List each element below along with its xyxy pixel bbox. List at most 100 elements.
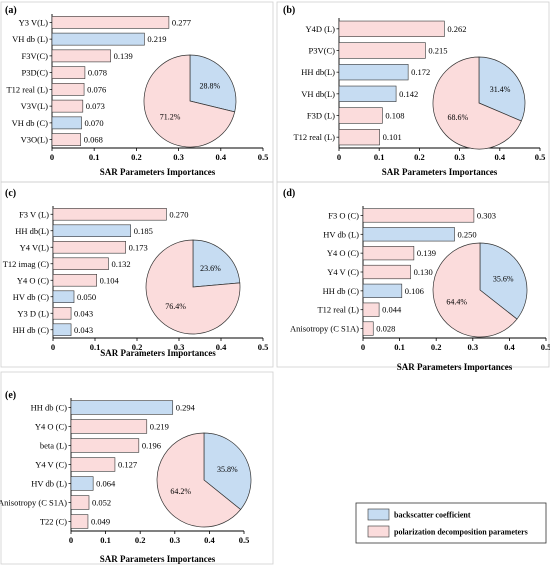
bar-category-label: HH db (C) bbox=[13, 325, 50, 335]
bar-polarization bbox=[52, 208, 167, 221]
bar-polarization bbox=[51, 83, 85, 96]
x-axis-title: SAR Parameters Importances bbox=[100, 167, 216, 177]
legend-label: backscatter coefficient bbox=[394, 511, 471, 520]
x-tick-label: 0.5 bbox=[535, 152, 546, 162]
bar-category-label: Y4 V (C) bbox=[35, 460, 67, 470]
bar-value-label: 0.073 bbox=[86, 101, 105, 111]
x-tick-label: 0.3 bbox=[169, 535, 180, 545]
bar-value-label: 0.185 bbox=[134, 226, 153, 236]
bar-value-label: 0.215 bbox=[428, 46, 447, 56]
bar-polarization bbox=[52, 307, 72, 320]
pie-slice-polarization bbox=[143, 54, 236, 148]
bar-value-label: 0.043 bbox=[74, 308, 93, 318]
bar-value-label: 0.196 bbox=[142, 441, 161, 451]
bar-value-label: 0.043 bbox=[74, 325, 93, 335]
bar-category-label: Y4 O (C) bbox=[327, 248, 359, 258]
bar-polarization bbox=[362, 264, 411, 280]
bar-backscatter bbox=[362, 283, 403, 298]
pie-slice-label: 23.6% bbox=[200, 264, 221, 273]
bar-category-label: HV db (L) bbox=[31, 479, 67, 489]
bar-backscatter bbox=[52, 323, 72, 336]
bar-value-label: 0.172 bbox=[411, 67, 430, 77]
bar-value-label: 0.108 bbox=[385, 111, 404, 121]
bar-value-label: 0.250 bbox=[458, 229, 477, 239]
x-tick-label: 0.4 bbox=[504, 342, 515, 352]
bar-polarization bbox=[362, 246, 415, 261]
bar-backscatter bbox=[52, 290, 75, 303]
legend-swatch-backscatter bbox=[367, 508, 390, 521]
bar-polarization bbox=[51, 16, 170, 29]
bar-value-label: 0.076 bbox=[87, 84, 106, 94]
panel-frame bbox=[0, 371, 274, 565]
bar-backscatter bbox=[51, 116, 82, 130]
bar-value-label: 0.142 bbox=[399, 89, 418, 99]
bar-category-label: Anisotropy (C S1A) bbox=[0, 498, 67, 508]
bar-category-label: HH db (C) bbox=[323, 286, 360, 296]
x-tick-label: 0.5 bbox=[258, 152, 269, 162]
bar-backscatter bbox=[70, 476, 94, 491]
bar-category-label: VH db (C) bbox=[12, 118, 49, 128]
bar-category-label: V3O(L) bbox=[21, 135, 49, 145]
bar-value-label: 0.049 bbox=[91, 517, 110, 527]
bar-category-label: VH db (L) bbox=[12, 34, 48, 44]
bar-value-label: 0.106 bbox=[405, 286, 424, 296]
x-axis-title: SAR Parameters Importances bbox=[100, 554, 216, 564]
bar-category-label: HH db(L) bbox=[15, 226, 49, 236]
bar-value-label: 0.303 bbox=[477, 210, 496, 220]
panel-label: (d) bbox=[283, 188, 295, 199]
bar-category-label: HV db (C) bbox=[13, 292, 49, 302]
bar-category-label: T12 real (L) bbox=[293, 132, 335, 142]
x-tick-label: 0.3 bbox=[174, 342, 185, 352]
bar-backscatter bbox=[52, 224, 131, 237]
pie-slice-label: 28.8% bbox=[200, 81, 221, 90]
bar-category-label: F3 O (C) bbox=[328, 210, 359, 220]
bar-value-label: 0.104 bbox=[100, 275, 120, 285]
panel-frame bbox=[0, 181, 274, 368]
panel-label: (e) bbox=[5, 390, 16, 401]
bar-category-label: P3V(C) bbox=[309, 46, 336, 56]
bar-value-label: 0.052 bbox=[92, 498, 111, 508]
x-tick-label: 0 bbox=[50, 152, 54, 162]
bar-polarization bbox=[70, 438, 140, 453]
pie-slice-label: 64.2% bbox=[170, 487, 191, 496]
x-tick-label: 0.1 bbox=[90, 342, 101, 352]
bar-value-label: 0.219 bbox=[147, 34, 166, 44]
bar-category-label: HH db (C) bbox=[31, 403, 68, 413]
bar-value-label: 0.139 bbox=[114, 51, 133, 61]
legend-swatch-polarization bbox=[367, 525, 390, 538]
x-tick-label: 0.2 bbox=[414, 152, 425, 162]
bar-polarization bbox=[51, 49, 111, 63]
pie-slice-backscatter bbox=[203, 432, 252, 510]
bar-value-label: 0.070 bbox=[85, 118, 104, 128]
pie-slice-polarization bbox=[432, 56, 522, 150]
panel-label: (b) bbox=[283, 5, 295, 16]
panel-label: (c) bbox=[5, 188, 16, 199]
bar-backscatter bbox=[362, 227, 455, 242]
pie-slice-backscatter bbox=[189, 54, 237, 113]
x-tick-label: 0.2 bbox=[131, 152, 142, 162]
bar-value-label: 0.050 bbox=[77, 292, 96, 302]
bar-polarization bbox=[51, 133, 81, 146]
x-tick-label: 0.2 bbox=[431, 342, 442, 352]
bar-value-label: 0.132 bbox=[111, 259, 130, 269]
bar-category-label: F3V(C) bbox=[22, 51, 49, 61]
x-tick-label: 0.1 bbox=[374, 152, 385, 162]
bar-category-label: F3 V (L) bbox=[19, 209, 49, 219]
bar-value-label: 0.044 bbox=[382, 305, 402, 315]
pie-slice-polarization bbox=[432, 242, 518, 338]
x-tick-label: 0.4 bbox=[494, 152, 505, 162]
legend-label: polarization decomposition parameters bbox=[394, 528, 528, 537]
bar-value-label: 0.068 bbox=[84, 135, 103, 145]
pie-slice-label: 35.6% bbox=[493, 275, 514, 284]
panel-e: (e) 0 0.1 0.2 0.3 0.4 0.5 SAR Parameters Import… bbox=[0, 371, 274, 565]
x-tick-label: 0.3 bbox=[467, 342, 478, 352]
x-tick-label: 0.1 bbox=[89, 152, 100, 162]
pie-slice-label: 64.4% bbox=[446, 297, 467, 306]
x-tick-label: 0 bbox=[51, 342, 55, 352]
bar-category-label: Y4 O (C) bbox=[17, 275, 49, 285]
panel-frame bbox=[276, 181, 550, 368]
bar-value-label: 0.101 bbox=[383, 132, 402, 142]
bar-value-label: 0.277 bbox=[172, 17, 191, 27]
pie-slice-backscatter bbox=[479, 242, 528, 320]
